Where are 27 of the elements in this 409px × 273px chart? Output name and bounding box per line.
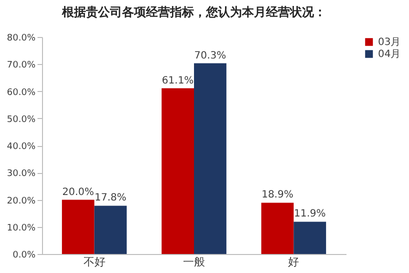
bar [194, 63, 226, 254]
y-tick-label: 80.0% [6, 34, 36, 44]
bar [261, 202, 294, 254]
data-label: 61.1% [162, 75, 194, 86]
y-tick-label: 50.0% [6, 114, 36, 125]
x-tick-label: 好 [288, 256, 300, 268]
data-label: 70.3% [194, 50, 226, 62]
legend-label: 03月 [378, 37, 401, 48]
y-tick-label: 10.0% [6, 223, 36, 234]
y-tick-label: 60.0% [6, 88, 36, 98]
bar [62, 200, 94, 254]
y-tick-label: 20.0% [6, 196, 36, 206]
data-label: 17.8% [94, 192, 126, 204]
y-tick-label: 0.0% [12, 250, 36, 260]
y-tick-label: 30.0% [6, 169, 36, 180]
chart-title: 根据贵公司各项经营指标，您认为本月经营状况： [61, 5, 326, 19]
x-tick-label: 一般 [183, 256, 205, 268]
y-tick-label: 40.0% [6, 142, 36, 152]
y-tick-label: 70.0% [6, 60, 36, 71]
bar [294, 222, 326, 254]
bar [94, 206, 127, 254]
x-tick-label: 不好 [83, 256, 106, 268]
data-label: 18.9% [262, 190, 294, 201]
data-label: 20.0% [62, 186, 94, 198]
bar [162, 88, 194, 254]
data-label: 11.9% [294, 208, 326, 220]
legend-label: 04月 [378, 49, 401, 60]
